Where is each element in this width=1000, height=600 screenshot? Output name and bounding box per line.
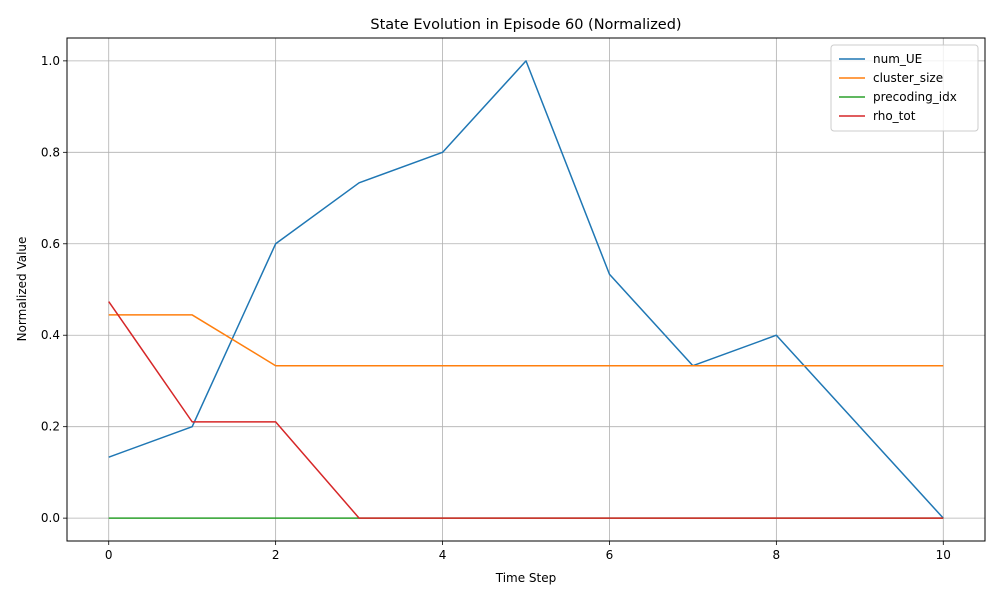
y-tick-label: 0.0: [41, 511, 60, 525]
x-tick-label: 6: [606, 548, 614, 562]
x-tick-label: 0: [105, 548, 113, 562]
x-tick-label: 8: [773, 548, 781, 562]
series-line-cluster_size: [108, 314, 944, 367]
y-tick-label: 1.0: [41, 54, 60, 68]
legend: num_UE cluster_size precoding_idx rho_tot: [830, 44, 979, 132]
x-tick-label: 10: [936, 548, 951, 562]
y-axis-label: Normalized Value: [15, 237, 29, 342]
chart-title: State Evolution in Episode 60 (Normalize…: [370, 17, 681, 33]
x-tick-label: 4: [439, 548, 447, 562]
legend-label: precoding_idx: [873, 90, 957, 104]
x-tick-label: 2: [272, 548, 280, 562]
y-tick-label: 0.6: [41, 237, 60, 251]
series-lines: [108, 60, 944, 519]
legend-box: [830, 44, 979, 132]
plot-frame: [66, 37, 986, 542]
y-tick-label: 0.4: [41, 328, 60, 342]
legend-label: num_UE: [873, 52, 922, 66]
legend-label: rho_tot: [873, 109, 916, 123]
y-tick-label: 0.2: [41, 420, 60, 434]
y-tick-label: 0.8: [41, 145, 60, 159]
x-axis-label: Time Step: [495, 571, 557, 585]
legend-label: cluster_size: [873, 71, 943, 85]
axis-ticks: 0 2 4 6 8 10 0.0 0.2 0.4 0.6 0.8 1.0: [41, 54, 951, 562]
series-line-rho_tot: [108, 301, 944, 519]
